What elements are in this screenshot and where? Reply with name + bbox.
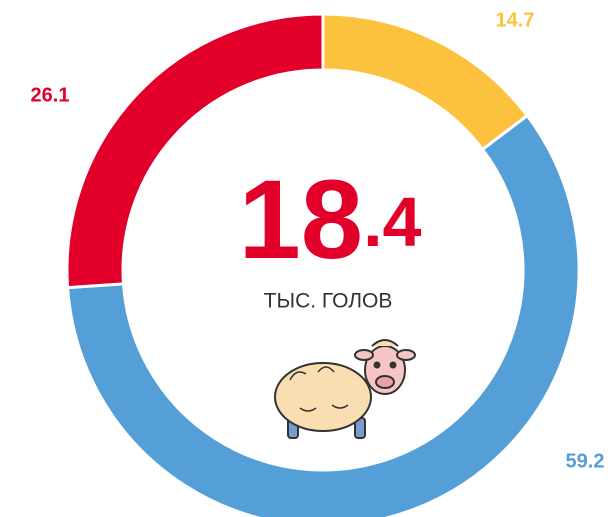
data-label: 59.2 [566,450,605,472]
donut-segment [323,14,527,149]
data-label: 26.1 [31,84,70,106]
center-label: ТЫС. ГОЛОВ [264,290,393,313]
chart: 18.4 ТЫС. ГОЛОВ 14.7 59.2 26.1 [0,0,615,517]
sheep-icon [275,340,415,438]
center-value: 18.4 [239,157,422,282]
data-label: 14.7 [496,9,535,31]
